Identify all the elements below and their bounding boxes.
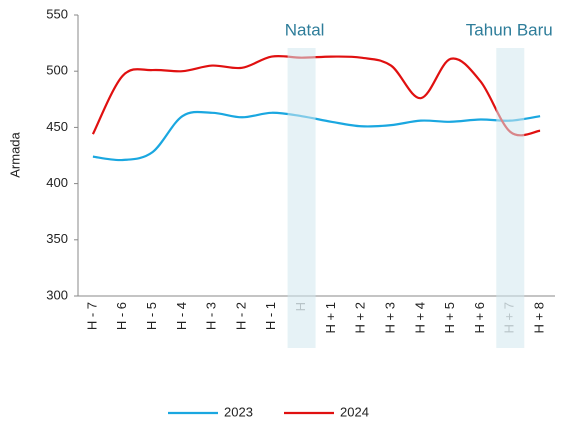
series-line [92, 110, 541, 162]
x-tick-label: H - 1 [263, 302, 278, 330]
x-tick-label: H - 4 [174, 302, 189, 330]
annotation: Tahun Baru [466, 20, 553, 39]
x-tick-label: H + 2 [353, 302, 368, 333]
legend-label: 2024 [340, 404, 369, 419]
x-tick-label: H + 3 [382, 302, 397, 333]
highlight-band [496, 48, 525, 348]
legend-label: 2023 [224, 404, 253, 419]
x-tick-label: H - 7 [84, 302, 99, 330]
x-tick-label: H + 6 [472, 302, 487, 333]
y-tick-label: 500 [46, 63, 68, 78]
x-tick-label: H + 8 [532, 302, 547, 333]
y-tick-label: 350 [46, 231, 68, 246]
y-tick-label: 300 [46, 287, 68, 302]
y-axis-label: Armada [7, 131, 22, 177]
x-tick-label: H - 6 [114, 302, 129, 330]
y-tick-label: 450 [46, 119, 68, 134]
x-tick-label: H + 1 [323, 302, 338, 333]
y-tick-label: 550 [46, 6, 68, 21]
series-line [91, 54, 541, 137]
x-tick-label: H + 5 [442, 302, 457, 333]
x-tick-label: H - 5 [144, 302, 159, 330]
highlight-band [287, 48, 316, 348]
y-tick-label: 400 [46, 175, 68, 190]
annotation: Natal [285, 20, 325, 39]
x-tick-label: H - 2 [233, 302, 248, 330]
x-tick-label: H + 4 [412, 302, 427, 333]
x-tick-label: H - 3 [204, 302, 219, 330]
